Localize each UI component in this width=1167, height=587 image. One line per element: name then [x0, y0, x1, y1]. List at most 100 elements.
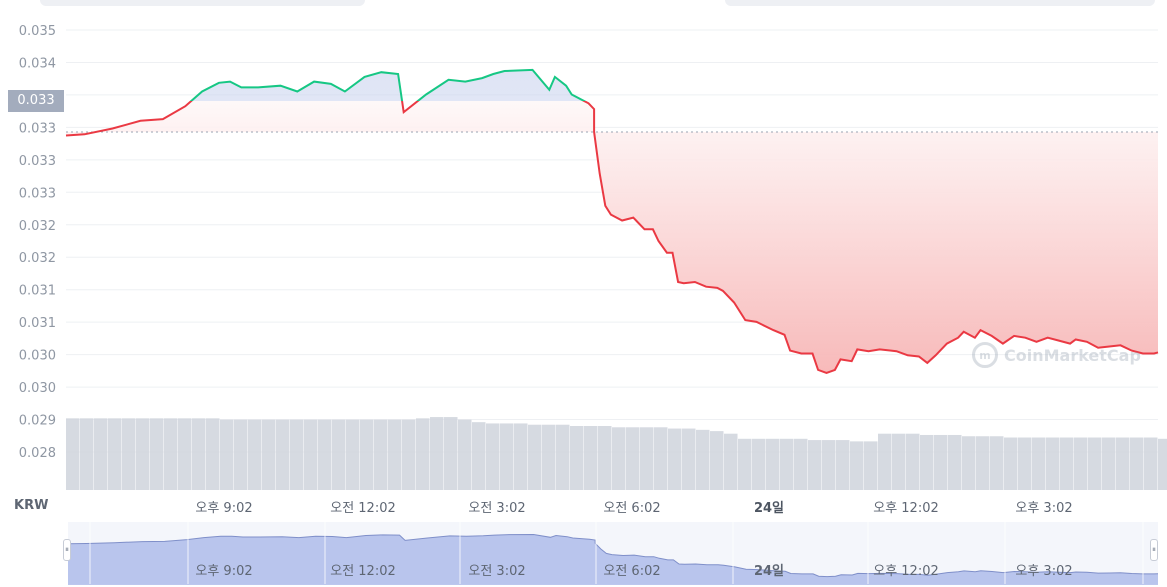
volume-bar: [346, 419, 360, 490]
volume-bar: [570, 426, 584, 490]
volume-bar: [948, 434, 962, 490]
volume-bar: [472, 422, 486, 490]
area-below-baseline: [66, 101, 1158, 373]
volume-bar: [752, 438, 766, 490]
volume-bar: [864, 441, 878, 490]
y-tick-label: 0.030: [19, 349, 56, 364]
volume-bar: [1046, 437, 1060, 490]
volume-bar: [66, 418, 80, 490]
y-tick-label: 0.033: [19, 154, 56, 169]
volume-bar: [766, 438, 780, 490]
y-tick-label: 0.033: [19, 121, 56, 136]
top-tab-right: [725, 0, 1155, 6]
volume-bar: [682, 428, 696, 490]
volume-bar: [738, 438, 752, 490]
volume-bar: [248, 419, 262, 490]
navigator-handle-left[interactable]: ⏸: [63, 539, 71, 561]
navigator-tick-label: 오후 9:02: [195, 564, 252, 579]
volume-bar: [668, 428, 682, 490]
navigator-handle-right[interactable]: ⏸: [1150, 539, 1158, 561]
navigator-tick-label: 24일: [754, 564, 784, 579]
volume-bar: [696, 429, 710, 490]
volume-bar: [1074, 437, 1088, 490]
x-tick-label: 24일: [754, 501, 784, 515]
volume-bar: [934, 434, 948, 490]
navigator-tick-label: 오전 12:02: [330, 564, 396, 579]
volume-bar: [878, 433, 892, 490]
volume-bar: [808, 440, 822, 490]
volume-bar: [290, 419, 304, 490]
x-tick-label: 오후 9:02: [195, 501, 252, 515]
volume-bar: [542, 424, 556, 490]
volume-bar: [1102, 437, 1116, 490]
volume-bar: [94, 418, 108, 490]
y-tick-label: 0.030: [19, 381, 56, 396]
volume-bar: [416, 418, 430, 490]
volume-bar: [108, 418, 122, 490]
x-tick-label: 오후 12:02: [873, 501, 939, 515]
volume-bar: [262, 419, 276, 490]
x-tick-label: 오전 6:02: [603, 501, 660, 515]
navigator-tick-label: 오전 3:02: [468, 564, 525, 579]
price-chart[interactable]: 0.0350.0340.0340.0330.0330.0330.0320.032…: [0, 0, 1167, 515]
x-tick-label: 오전 12:02: [330, 501, 396, 515]
y-tick-label: 0.032: [19, 219, 56, 234]
volume-bar: [962, 436, 976, 490]
y-tick-label: 0.028: [19, 446, 56, 461]
price-line-down: [65, 101, 1159, 374]
volume-bar: [892, 433, 906, 490]
volume-bar: [122, 418, 136, 490]
y-tick-label: 0.034: [19, 56, 56, 71]
volume-bar: [822, 440, 836, 490]
volume-bar: [1116, 437, 1130, 490]
volume-bar: [1060, 437, 1074, 490]
volume-bar: [640, 427, 654, 490]
volume-bar: [388, 419, 402, 490]
volume-bar: [598, 426, 612, 490]
volume-bar: [920, 434, 934, 490]
volume-bar: [360, 419, 374, 490]
volume-bar: [850, 441, 864, 490]
volume-bar: [458, 419, 472, 490]
volume-bar: [514, 423, 528, 490]
volume-bar: [556, 424, 570, 490]
x-tick-label: 오후 3:02: [1015, 501, 1072, 515]
volume-bar: [724, 433, 738, 490]
volume-bar: [374, 419, 388, 490]
volume-bar: [136, 418, 150, 490]
navigator-area: [68, 534, 1158, 585]
volume-bar: [836, 440, 850, 490]
volume-bar: [500, 423, 514, 490]
volume-bar: [990, 436, 1004, 490]
volume-bar: [906, 433, 920, 490]
volume-bar: [402, 419, 416, 490]
top-tab-left: [40, 0, 365, 6]
volume-bar: [234, 419, 248, 490]
coinmarketcap-logo-icon: m: [972, 342, 998, 368]
volume-bar: [486, 423, 500, 490]
currency-label: KRW: [14, 498, 49, 513]
y-tick-label: 0.032: [19, 251, 56, 266]
current-price-tag: 0.033: [8, 90, 64, 112]
volume-bar: [1158, 438, 1167, 490]
volume-bar: [164, 418, 178, 490]
volume-bar: [1004, 437, 1018, 490]
y-tick-label: 0.035: [19, 24, 56, 39]
volume-bar: [276, 419, 290, 490]
y-tick-label: 0.031: [19, 316, 56, 331]
volume-bar: [220, 419, 234, 490]
navigator-chart[interactable]: 오후 9:02 오전 12:02 오전 3:02 오전 6:02 24일 오후 12:02…: [0, 515, 1167, 587]
volume-bar: [710, 431, 724, 490]
volume-bar: [1018, 437, 1032, 490]
watermark-text: CoinMarketCap: [1004, 345, 1141, 365]
volume-bar: [206, 418, 220, 490]
volume-bar: [444, 417, 458, 490]
volume-bar: [318, 419, 332, 490]
volume-bar: [150, 418, 164, 490]
volume-bar: [794, 438, 808, 490]
volume-bar: [584, 426, 598, 490]
volume-bar: [1144, 437, 1158, 490]
volume-bar: [528, 424, 542, 490]
volume-bar: [1088, 437, 1102, 490]
volume-bar: [192, 418, 206, 490]
